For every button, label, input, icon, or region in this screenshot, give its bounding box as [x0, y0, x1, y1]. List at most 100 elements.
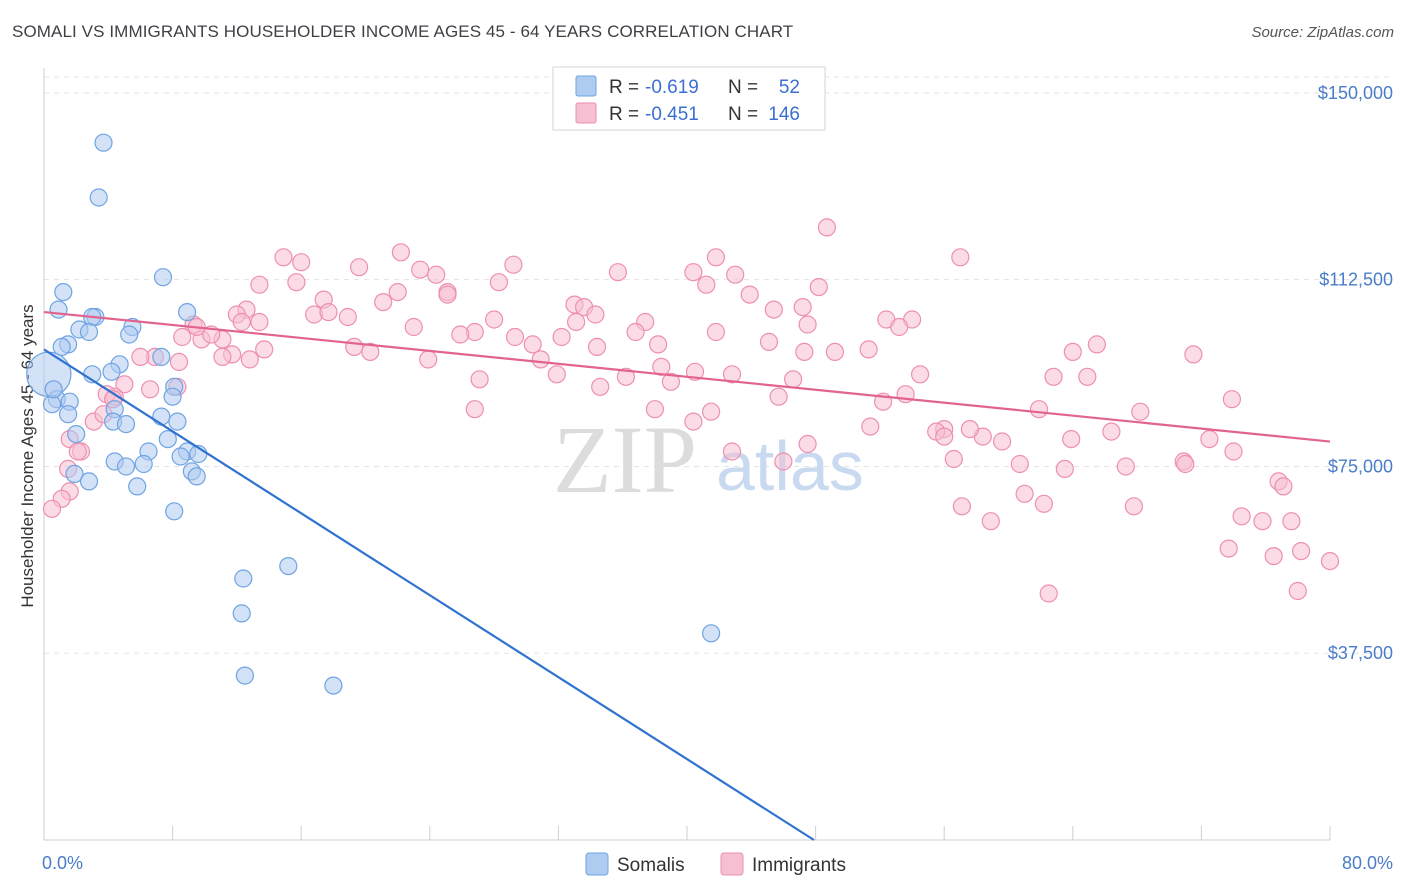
immigrants-point-11	[726, 265, 745, 284]
immigrants-point-24	[374, 293, 393, 312]
immigrants-point-70	[419, 350, 438, 369]
immigrants-point-97	[684, 412, 703, 431]
series-legend-swatch-immigrants	[720, 852, 744, 876]
somalis-point-14	[152, 347, 171, 366]
immigrants-point-133	[1219, 539, 1238, 558]
immigrants-point-80	[1044, 367, 1063, 386]
y-axis-label: Householder Income Ages 45 - 64 years	[18, 304, 37, 607]
immigrants-point-134	[1288, 581, 1307, 601]
immigrants-point-57	[648, 335, 668, 354]
correlation-legend: R = -0.619 N = 52 R = -0.451 N = 146	[552, 66, 826, 131]
immigrants-point-145	[213, 347, 232, 366]
immigrants-point-143	[42, 499, 62, 518]
chart-source: Source: ZipAtlas.com	[1251, 24, 1394, 41]
legend-swatch-immigrants	[575, 102, 597, 124]
somalis-point-11	[178, 303, 197, 322]
legend-n-label-somalis: N =	[728, 77, 758, 98]
immigrants-point-12	[427, 265, 446, 284]
immigrants-point-96	[701, 402, 721, 421]
immigrants-point-32	[338, 307, 357, 327]
x-tick-label-max: 80.0%	[1342, 853, 1393, 873]
immigrants-point-54	[523, 335, 542, 354]
immigrants-point-135	[1039, 584, 1058, 603]
immigrants-point-109	[1062, 430, 1081, 449]
immigrants-point-14	[697, 275, 716, 294]
immigrants-point-132	[1264, 546, 1283, 566]
immigrants-point-110	[798, 434, 817, 454]
legend-box	[552, 66, 826, 131]
immigrants-point-94	[465, 400, 484, 419]
immigrants-point-129	[1291, 541, 1311, 561]
immigrants-point-90	[769, 387, 788, 406]
immigrants-point-130	[981, 512, 1000, 531]
immigrants-point-113	[722, 442, 742, 461]
somalis-point-8	[79, 322, 99, 342]
somalis-point-3	[54, 283, 73, 302]
immigrants-point-19	[388, 283, 407, 302]
immigrants-point-87	[115, 375, 134, 394]
immigrants-points	[42, 218, 1340, 603]
immigrants-point-58	[255, 340, 274, 359]
immigrants-point-47	[451, 325, 470, 344]
y-tick-label-0: $37,500	[1328, 643, 1393, 663]
somalis-point-45	[234, 569, 253, 588]
watermark: ZIP atlas	[553, 406, 864, 513]
immigrants-point-125	[1124, 497, 1144, 516]
somalis-point-16	[102, 362, 121, 381]
somalis-point-10	[120, 325, 139, 344]
somalis-point-37	[116, 457, 136, 476]
immigrants-point-63	[1063, 342, 1082, 361]
axes	[43, 68, 1331, 841]
immigrants-point-82	[470, 370, 489, 389]
immigrants-point-92	[1222, 390, 1242, 409]
immigrants-point-103	[1200, 430, 1219, 449]
somalis-point-1	[89, 188, 108, 207]
immigrants-point-79	[783, 370, 803, 389]
immigrants-point-121	[1232, 507, 1251, 526]
immigrants-point-118	[935, 427, 954, 446]
somalis-point-49	[235, 666, 254, 685]
series-legend-swatch-somalis	[585, 852, 609, 876]
immigrants-point-43	[404, 317, 423, 337]
immigrants-point-71	[531, 350, 550, 369]
immigrants-point-73	[1087, 335, 1107, 354]
series-legend-label-immigrants: Immigrants	[752, 855, 846, 876]
immigrants-point-53	[759, 332, 779, 351]
immigrants-point-139	[68, 442, 87, 461]
immigrants-point-116	[1116, 457, 1135, 476]
somalis-point-44	[165, 502, 184, 521]
immigrants-point-83	[661, 372, 681, 391]
immigrants-point-117	[944, 449, 963, 469]
immigrants-point-46	[706, 322, 726, 342]
immigrants-point-6	[350, 258, 369, 277]
immigrants-point-64	[1184, 345, 1203, 364]
immigrants-point-26	[793, 298, 812, 317]
immigrants-point-124	[1034, 494, 1054, 513]
immigrants-point-77	[547, 365, 566, 384]
immigrants-point-68	[240, 350, 259, 369]
immigrants-point-13	[489, 273, 508, 292]
immigrants-point-4	[292, 253, 311, 272]
immigrants-point-104	[1224, 442, 1243, 461]
immigrants-point-45	[626, 322, 645, 342]
immigrants-point-122	[1176, 454, 1195, 474]
legend-n-label-immigrants: N =	[728, 104, 758, 125]
somalis-point-42	[79, 472, 99, 491]
x-tick-label-min: 0.0%	[42, 853, 83, 873]
somalis-point-2	[153, 268, 173, 287]
immigrants-point-39	[250, 312, 269, 332]
legend-r-value-somalis: -0.619	[645, 77, 699, 98]
immigrants-point-9	[684, 263, 703, 282]
y-tick-label-1: $75,000	[1328, 456, 1393, 476]
y-tick-label-2: $112,500	[1319, 270, 1393, 290]
immigrants-point-1	[951, 248, 970, 267]
somalis-point-50	[324, 676, 343, 695]
y-tick-label-3: $150,000	[1318, 83, 1393, 103]
immigrants-point-95	[645, 400, 665, 419]
immigrants-point-147	[232, 312, 251, 332]
x-tick-labels: 0.0% 80.0%	[42, 853, 1393, 873]
immigrants-point-128	[1282, 512, 1301, 531]
immigrants-point-3	[391, 243, 410, 262]
immigrants-point-15	[809, 278, 828, 297]
